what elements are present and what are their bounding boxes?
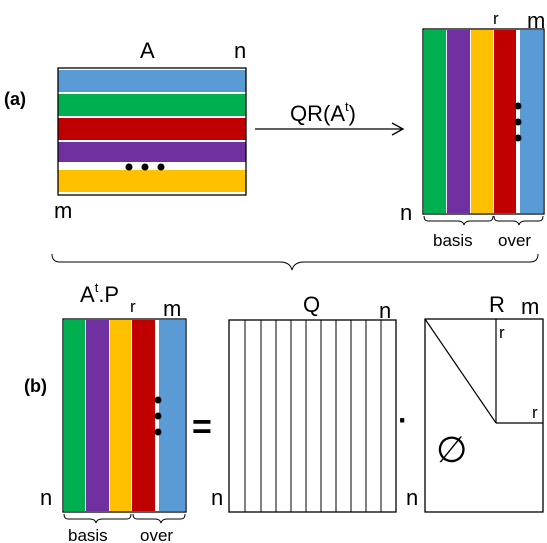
matrix-a-row-dim: m [54,198,72,223]
result-over-label: over [498,231,531,250]
r-block-right-label: r [532,403,538,422]
matrix-a-ellipsis-dot [141,163,149,171]
matrix-a [57,67,247,196]
matrix-a-col-dim: n [234,38,246,63]
r-col-dim: m [521,294,539,319]
result-col-green [424,30,446,213]
lhs-matrix [62,318,187,513]
lhs-border [62,318,187,513]
q-row-dim: n [211,485,223,510]
matrix-a-label: A [140,38,155,63]
lhs-basis-label: basis [68,526,108,543]
result-matrix [422,28,545,215]
result-col-purple [447,30,470,213]
result-border [422,28,545,215]
result-col-blue [520,30,543,213]
result-ellipsis-dot [514,102,522,110]
lhs-col-yellow [110,320,131,511]
qr-arrowhead [391,122,405,136]
r-row-dim: n [406,485,418,510]
matrix-a-ellipsis-dot [125,163,133,171]
big-brace [51,253,539,271]
lhs-col-dim: m [163,296,181,321]
matrix-a-row-purple [58,142,246,162]
result-col-yellow [471,30,493,213]
lhs-col-purple [86,320,109,511]
q-border [228,319,397,513]
lhs-col-blue [159,320,185,511]
lhs-basis-brace [63,513,132,524]
multiply-dot: · [398,404,408,437]
r-block-top-label: r [499,323,505,342]
r-label: R [489,292,505,317]
q-matrix [228,319,397,513]
lhs-over-brace [132,513,186,524]
q-col-dim: n [379,298,391,323]
lhs-ellipsis-dot [154,396,162,404]
matrix-a-row-blue [58,70,246,92]
lhs-ellipsis-dot [154,412,162,420]
lhs-col-green [64,320,85,511]
matrix-a-row-red [58,118,246,140]
q-label: Q [303,292,320,317]
r-matrix [424,318,544,513]
lhs-row-dim: n [40,485,52,510]
matrix-a-row-green [58,94,246,116]
result-col-red [494,30,516,213]
qr-operation-label: QR(At) [290,99,356,126]
result-over-brace [493,215,544,226]
empty-set-symbol: ∅ [436,429,467,470]
part-b-tag: (b) [24,376,47,396]
lhs-rank-label: r [130,297,136,316]
lhs-ellipsis-dot [154,428,162,436]
result-ellipsis-dot [514,118,522,126]
part-a-tag: (a) [4,89,26,109]
result-basis-label: basis [433,231,473,250]
r-diagonal [424,318,497,424]
lhs-over-label: over [140,526,173,543]
result-basis-brace [423,215,494,226]
lhs-label: At.P [80,280,119,307]
result-row-dim: n [400,200,412,225]
r-border [424,318,544,513]
result-ellipsis-dot [514,134,522,142]
equals-sign: = [192,408,212,446]
matrix-a-row-yellow [58,170,246,192]
lhs-col-red [132,320,155,511]
result-col-dim: m [527,8,545,33]
result-rank-label: r [493,9,499,28]
matrix-a-ellipsis-dot [157,163,165,171]
matrix-a-border [57,67,247,196]
